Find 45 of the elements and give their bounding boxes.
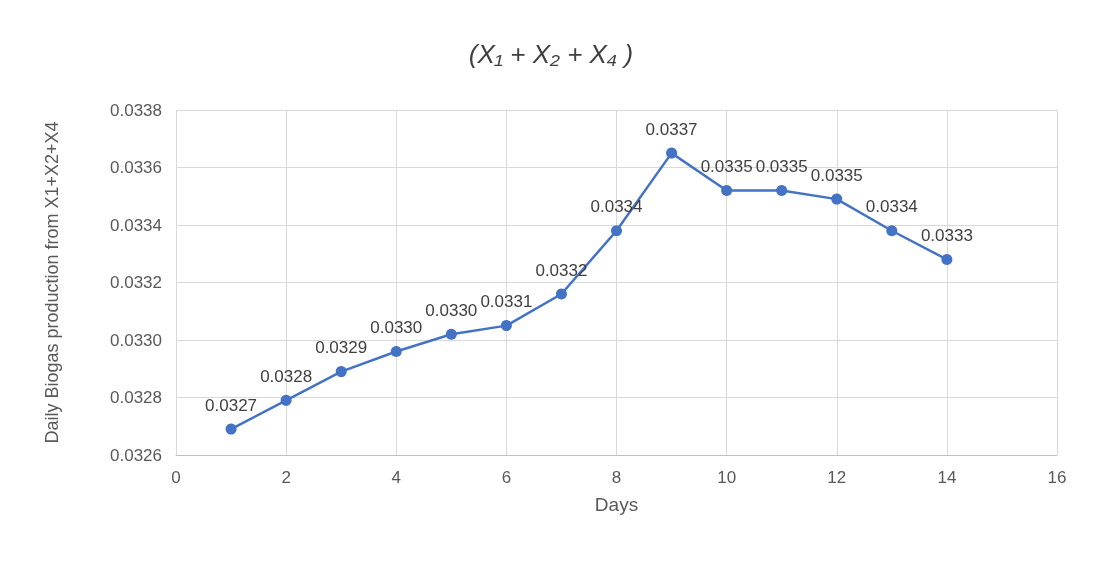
x-tick-label: 8 — [611, 468, 622, 487]
data-label: 0.0329 — [315, 338, 368, 358]
x-tick-label: 4 — [391, 468, 401, 487]
point — [776, 185, 788, 196]
data-label: 0.0337 — [645, 119, 698, 139]
y-tick-label: 0.0328 — [110, 388, 162, 407]
data-label: 0.0327 — [205, 395, 258, 415]
x-axis-title: Days — [594, 494, 639, 515]
x-tick-label: 6 — [501, 468, 512, 487]
x-tick-label: 12 — [827, 468, 847, 487]
data-label: 0.0330 — [370, 318, 423, 337]
data-label: 0.0333 — [920, 226, 973, 245]
point — [390, 346, 402, 357]
point — [831, 193, 843, 205]
point — [721, 185, 733, 196]
y-tick-label: 0.0334 — [110, 215, 162, 235]
data-label: 0.0331 — [480, 292, 533, 312]
y-tick-label: 0.0338 — [110, 100, 162, 120]
point — [555, 288, 567, 300]
point — [500, 320, 512, 332]
data-label: 0.0328 — [260, 366, 313, 386]
point — [445, 328, 457, 340]
point — [611, 225, 622, 237]
x-tick-label: 14 — [937, 468, 957, 487]
point — [225, 423, 237, 435]
point — [886, 225, 898, 237]
x-tick-label: 16 — [1047, 468, 1067, 487]
y-axis-title: Daily Biogas production from X1+X2+X4 — [42, 121, 62, 444]
y-tick-label: 0.0326 — [110, 445, 162, 465]
point — [280, 394, 292, 406]
data-label: 0.0335 — [810, 165, 863, 185]
data-label: 0.0335 — [700, 157, 753, 176]
data-label: 0.0335 — [755, 157, 808, 176]
x-tick-label: 2 — [281, 468, 291, 487]
x-tick-label: 10 — [717, 468, 737, 487]
point — [666, 147, 678, 159]
x-tick-label: 0 — [171, 468, 181, 487]
y-tick-label: 0.0330 — [110, 330, 162, 350]
data-label: 0.0334 — [865, 197, 918, 217]
y-tick-label: 0.0336 — [110, 158, 162, 177]
point — [335, 366, 347, 378]
y-tick-label: 0.0332 — [110, 273, 162, 292]
chart-title: (X₁ + X₂ + X₄ ) — [468, 39, 634, 69]
point — [941, 254, 953, 265]
data-label: 0.0330 — [425, 300, 478, 320]
